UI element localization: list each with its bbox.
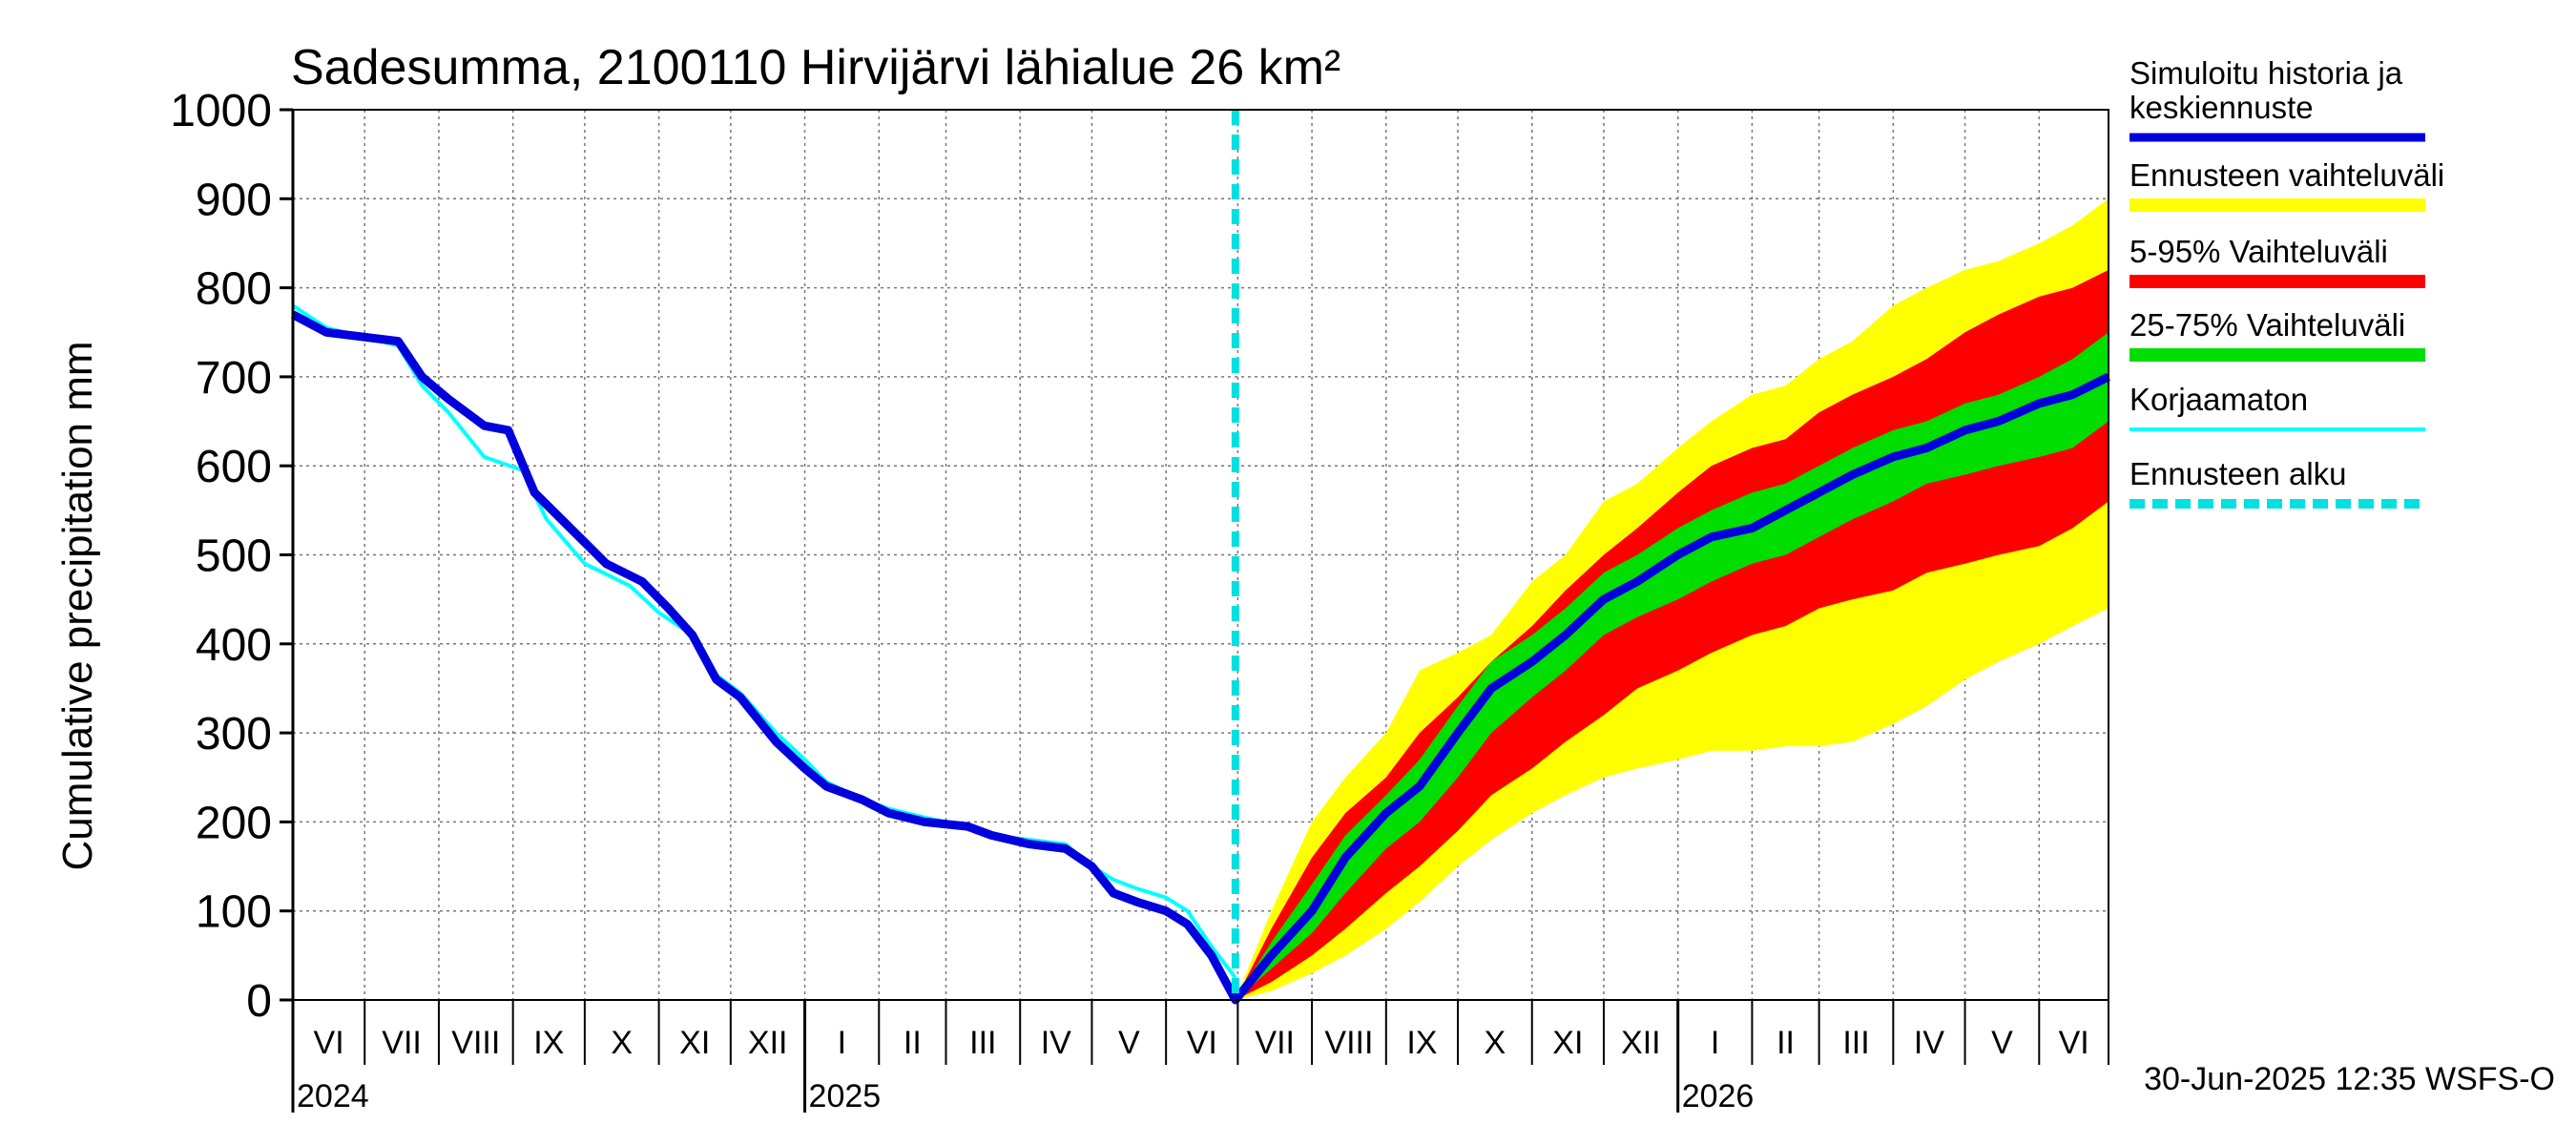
month-label: I [1711, 1025, 1719, 1061]
line-history-median [290, 310, 2111, 1005]
footer-timestamp: 30-Jun-2025 12:35 WSFS-O [2144, 1061, 2555, 1097]
month-label: IV [1041, 1025, 1071, 1061]
legend-label: Korjaamaton [2129, 382, 2308, 417]
month-label: V [1118, 1025, 1140, 1061]
y-tick-label: 500 [196, 531, 272, 582]
legend-label: Ennusteen alku [2129, 456, 2347, 491]
y-tick-label: 900 [196, 175, 272, 225]
y-tick-label: 1000 [170, 86, 272, 136]
month-label: X [611, 1025, 633, 1061]
legend-item: 25-75% Vaihteluväli [2129, 307, 2425, 362]
month-label: V [1991, 1025, 2013, 1061]
month-label: X [1485, 1025, 1506, 1061]
y-tick-label: 300 [196, 709, 272, 760]
legend-label: Simuloitu historia ja [2129, 55, 2403, 91]
y-tick-label: 200 [196, 798, 272, 848]
month-label: IX [533, 1025, 564, 1061]
legend-label: 5-95% Vaihteluväli [2129, 234, 2388, 269]
y-axis-label: Cumulative precipitation mm [54, 341, 101, 870]
year-label: 2025 [809, 1078, 882, 1114]
legend-label: keskiennuste [2129, 90, 2314, 125]
y-tick-label: 400 [196, 620, 272, 671]
month-label: III [969, 1025, 996, 1061]
legend-item: Korjaamaton [2129, 382, 2425, 431]
year-label: 2024 [297, 1078, 369, 1114]
legend-item: Ennusteen alku [2129, 456, 2425, 509]
month-label: VI [1187, 1025, 1217, 1061]
month-label: I [838, 1025, 846, 1061]
chart-title: Sadesumma, 2100110 Hirvijärvi lähialue 2… [291, 40, 1340, 95]
month-label: XI [1552, 1025, 1583, 1061]
month-label: IX [1406, 1025, 1437, 1061]
y-tick-label: 600 [196, 442, 272, 492]
month-label: II [1776, 1025, 1795, 1061]
legend-item: 5-95% Vaihteluväli [2129, 234, 2425, 288]
legend-item: Ennusteen vaihteluväli [2129, 157, 2444, 212]
month-label: XI [679, 1025, 710, 1061]
month-label: IV [1914, 1025, 1944, 1061]
legend-label: 25-75% Vaihteluväli [2129, 307, 2405, 343]
y-tick-label: 800 [196, 264, 272, 315]
line-uncorrected [291, 303, 1237, 979]
month-label: VIII [451, 1025, 500, 1061]
month-label: XII [1621, 1025, 1661, 1061]
y-tick-label: 100 [196, 887, 272, 938]
month-label: XII [748, 1025, 788, 1061]
month-label: VII [1255, 1025, 1295, 1061]
band-25-75 [1235, 332, 2109, 1000]
legend-label: Ennusteen vaihteluväli [2129, 157, 2444, 193]
y-tick-label: 700 [196, 353, 272, 404]
month-label: III [1842, 1025, 1869, 1061]
month-label: II [904, 1025, 922, 1061]
month-label: VII [382, 1025, 422, 1061]
year-label: 2026 [1682, 1078, 1755, 1114]
month-label: VI [2059, 1025, 2089, 1061]
y-tick-label: 0 [246, 976, 272, 1027]
month-label: VI [314, 1025, 344, 1061]
month-label: VIII [1324, 1025, 1373, 1061]
